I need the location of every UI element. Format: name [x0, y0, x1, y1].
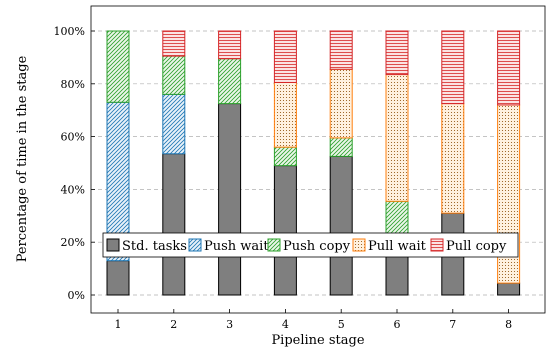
bar-segment: [329, 155, 353, 296]
bar-segment: [329, 137, 353, 157]
bar-segment: [273, 165, 297, 296]
y-tick-label: 100%: [54, 25, 85, 38]
x-axis-title: Pipeline stage: [271, 333, 364, 348]
bar-segment: [385, 200, 409, 235]
x-tick-label: 1: [115, 318, 122, 331]
bar-segment: [329, 30, 353, 70]
bar-segment: [162, 93, 186, 155]
legend-box: [102, 232, 519, 258]
x-tick-label: 6: [394, 318, 401, 331]
y-tick-label: 0%: [68, 289, 85, 302]
plot-frame: [90, 5, 546, 314]
legend-swatch: [188, 238, 202, 252]
bar-segment: [441, 30, 465, 105]
y-tick-label: 60%: [61, 131, 85, 144]
x-tick-label: 4: [282, 318, 289, 331]
x-tick-label: 7: [449, 318, 456, 331]
bar-segment: [497, 282, 521, 296]
x-axis: 1 2 3 4 5 6 7 8: [115, 309, 512, 331]
bar-segment: [218, 103, 242, 296]
y-tick-label: 40%: [61, 183, 85, 196]
x-tick-label: 3: [226, 318, 233, 331]
bar-segment: [106, 260, 130, 296]
y-axis-title: Percentage of time in the stage: [15, 55, 30, 262]
bar-segment: [273, 146, 297, 167]
bar-segment: [162, 153, 186, 296]
bar-segment: [162, 55, 186, 95]
bar-segment: [497, 30, 521, 106]
x-tick-label: 8: [505, 318, 512, 331]
legend-label: Pull wait: [368, 239, 427, 254]
legend-label: Pull copy: [446, 239, 507, 254]
x-tick-label: 2: [170, 318, 177, 331]
legend-label: Push copy: [283, 239, 351, 254]
y-tick-label: 80%: [61, 78, 85, 91]
legend-label: Push wait: [204, 239, 269, 254]
legend-swatch: [352, 238, 366, 252]
bar-segment: [273, 81, 297, 148]
bar-segment: [162, 30, 186, 57]
bar-segment: [218, 58, 242, 105]
legend-swatch: [106, 238, 120, 252]
y-tick-label: 20%: [61, 236, 85, 249]
legend-label: Std. tasks: [122, 239, 187, 254]
bar-segment: [385, 30, 409, 76]
bar-segment: [106, 30, 130, 103]
x-tick-label: 5: [338, 318, 345, 331]
bar-segment: [385, 74, 409, 202]
bar-segment: [329, 68, 353, 139]
bar-segment: [273, 30, 297, 83]
bar-segment: [218, 30, 242, 60]
legend-swatch: [430, 238, 444, 252]
legend: Std. tasks Push wait Push copy Pull wait Pul…: [102, 232, 519, 258]
y-axis: 0% 20% 40% 60% 80% 100%: [54, 25, 95, 302]
bar-segment: [441, 103, 465, 214]
legend-swatch: [267, 238, 281, 252]
